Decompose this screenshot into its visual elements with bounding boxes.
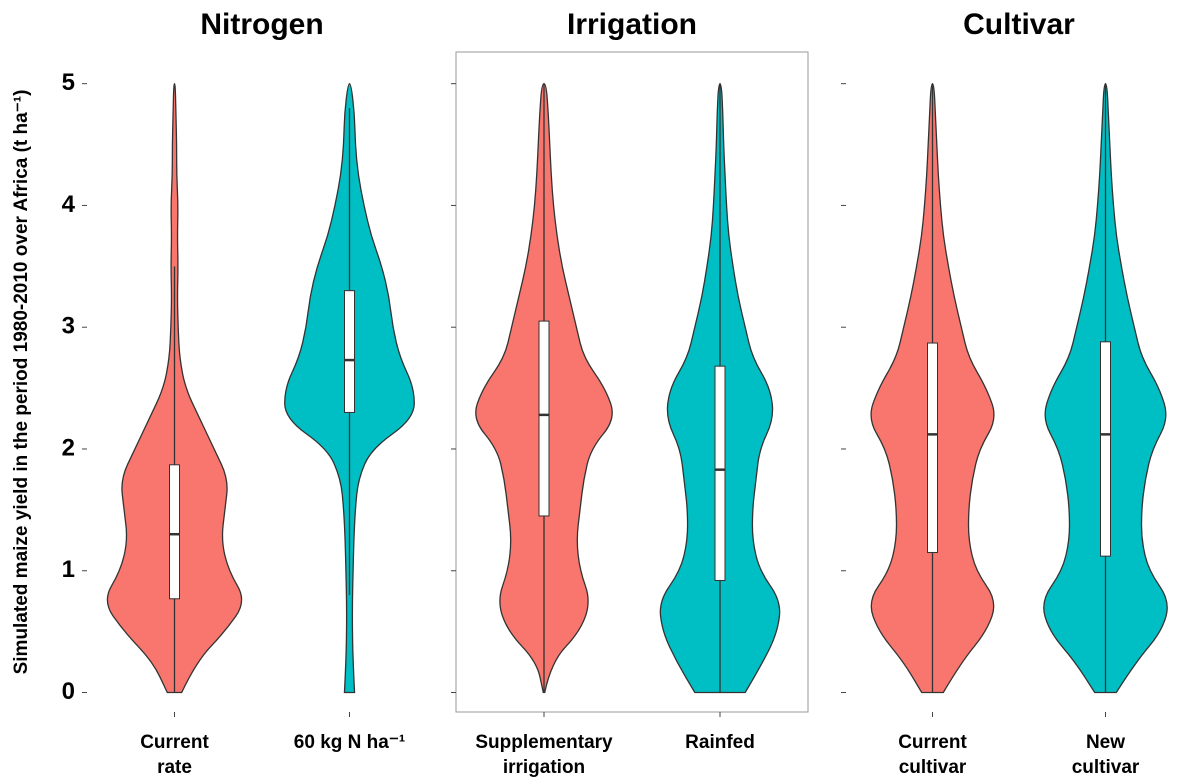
y-tick-label: 4 xyxy=(62,191,76,218)
panel-frame xyxy=(455,51,809,713)
y-tick-label: 5 xyxy=(62,69,75,96)
x-tick-label: New xyxy=(1086,732,1125,753)
y-tick-label: 2 xyxy=(62,434,75,461)
x-tick-label: irrigation xyxy=(503,757,585,778)
box xyxy=(927,342,938,553)
y-tick-label: 1 xyxy=(62,556,75,583)
box xyxy=(169,464,180,600)
x-tick-label: cultivar xyxy=(1072,757,1140,778)
panel-title: Irrigation xyxy=(567,8,697,41)
x-tick-label: Current xyxy=(140,732,209,753)
x-tick-label: rate xyxy=(157,757,192,778)
y-tick-label: 3 xyxy=(62,313,75,340)
box xyxy=(538,320,550,517)
y-tick-label: 0 xyxy=(62,678,75,705)
box xyxy=(1100,341,1111,557)
x-tick-label: Current xyxy=(898,732,967,753)
box xyxy=(714,365,726,581)
box xyxy=(344,290,355,413)
x-tick-label: cultivar xyxy=(899,757,967,778)
x-tick-label: Rainfed xyxy=(685,732,755,753)
x-tick-label: 60 kg N ha⁻¹ xyxy=(294,732,405,753)
panel-title: Nitrogen xyxy=(200,8,323,41)
x-tick-label: Supplementary xyxy=(475,732,613,753)
y-axis-label: Simulated maize yield in the period 1980… xyxy=(11,90,32,675)
panel-title: Cultivar xyxy=(963,8,1075,41)
